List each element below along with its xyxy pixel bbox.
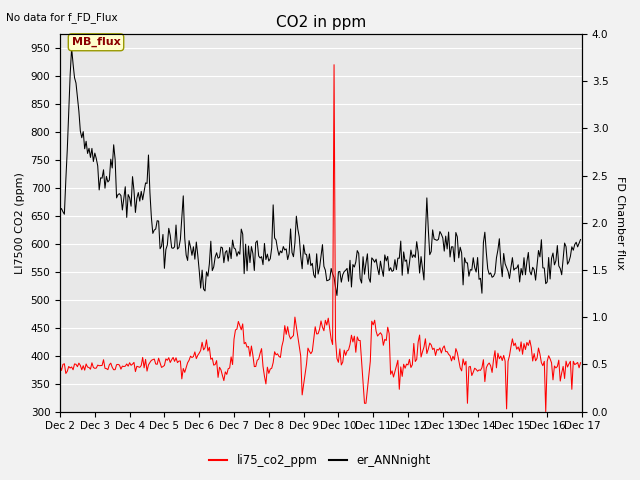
Text: No data for f_FD_Flux: No data for f_FD_Flux: [6, 12, 118, 23]
Legend: li75_co2_ppm, er_ANNnight: li75_co2_ppm, er_ANNnight: [205, 449, 435, 472]
Y-axis label: LI7500 CO2 (ppm): LI7500 CO2 (ppm): [15, 172, 25, 274]
Y-axis label: FD Chamber flux: FD Chamber flux: [615, 176, 625, 270]
Text: MB_flux: MB_flux: [72, 37, 120, 48]
Title: CO2 in ppm: CO2 in ppm: [276, 15, 366, 30]
